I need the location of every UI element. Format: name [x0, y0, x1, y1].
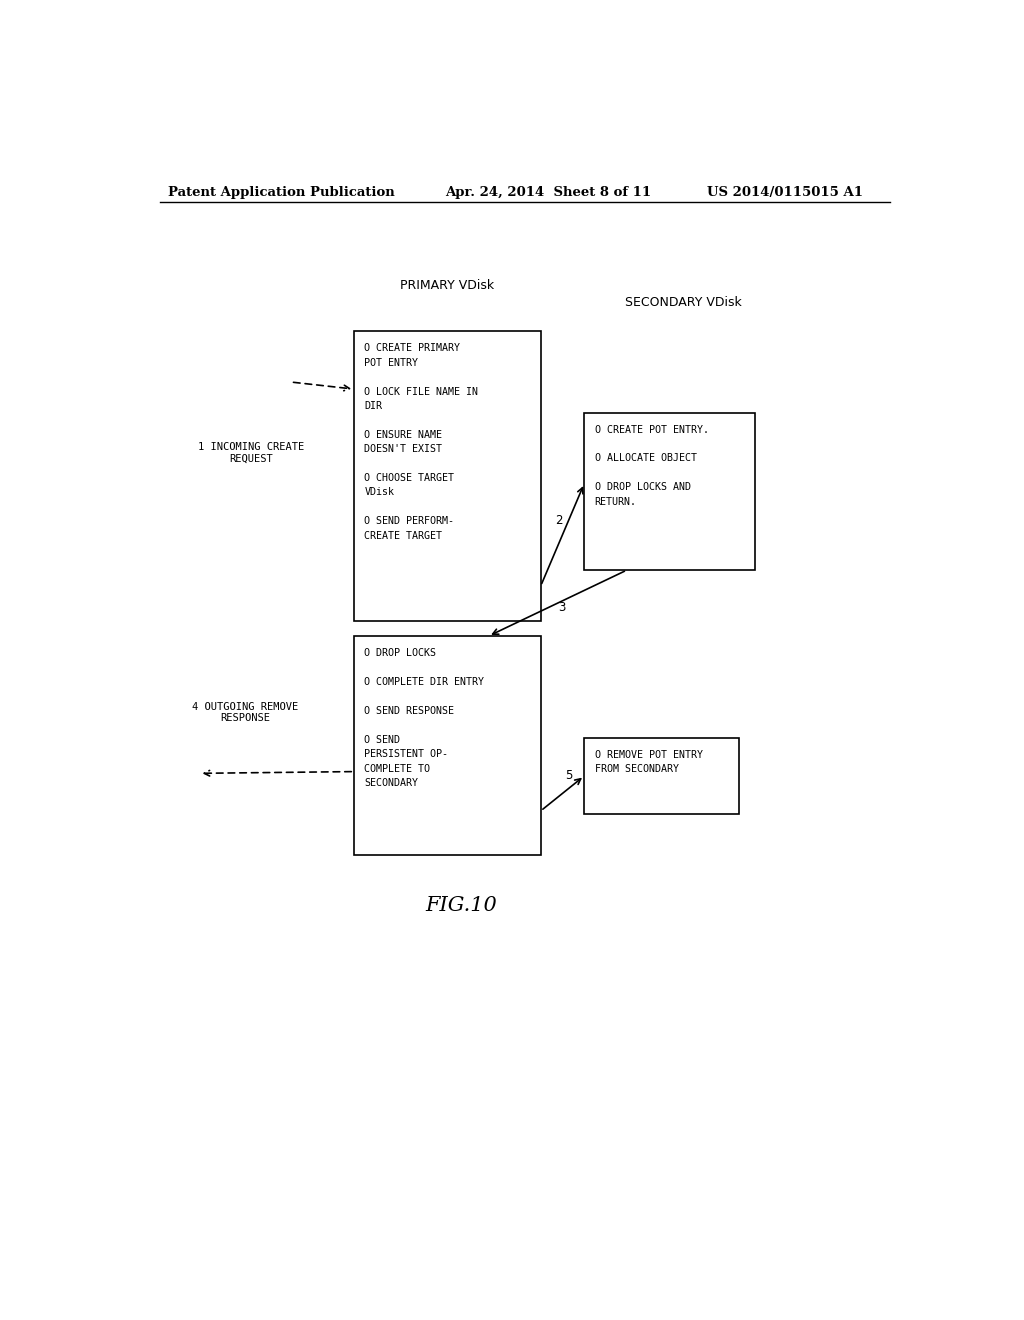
Text: 5: 5 [565, 768, 572, 781]
Text: Patent Application Publication: Patent Application Publication [168, 186, 394, 199]
Text: Apr. 24, 2014  Sheet 8 of 11: Apr. 24, 2014 Sheet 8 of 11 [445, 186, 651, 199]
Bar [354, 331, 541, 620]
Bar [585, 738, 739, 814]
Text: FIG.10: FIG.10 [425, 896, 498, 915]
Bar [585, 413, 755, 570]
Text: 3: 3 [558, 601, 566, 614]
Text: 4 OUTGOING REMOVE
RESPONSE: 4 OUTGOING REMOVE RESPONSE [193, 701, 299, 723]
Text: 1 INCOMING CREATE
REQUEST: 1 INCOMING CREATE REQUEST [198, 442, 304, 463]
Text: O CREATE POT ENTRY.

O ALLOCATE OBJECT

O DROP LOCKS AND
RETURN.: O CREATE POT ENTRY. O ALLOCATE OBJECT O … [595, 425, 709, 507]
Text: O CREATE PRIMARY
POT ENTRY

O LOCK FILE NAME IN
DIR

O ENSURE NAME
DOESN'T EXIST: O CREATE PRIMARY POT ENTRY O LOCK FILE N… [365, 343, 478, 541]
Text: US 2014/0115015 A1: US 2014/0115015 A1 [708, 186, 863, 199]
Text: 2: 2 [555, 513, 562, 527]
Bar [354, 636, 541, 854]
Text: PRIMARY VDisk: PRIMARY VDisk [400, 279, 495, 292]
Text: SECONDARY VDisk: SECONDARY VDisk [625, 296, 742, 309]
Text: O REMOVE POT ENTRY
FROM SECONDARY: O REMOVE POT ENTRY FROM SECONDARY [595, 750, 702, 775]
Text: O DROP LOCKS

O COMPLETE DIR ENTRY

O SEND RESPONSE

O SEND
PERSISTENT OP-
COMPL: O DROP LOCKS O COMPLETE DIR ENTRY O SEND… [365, 648, 484, 788]
